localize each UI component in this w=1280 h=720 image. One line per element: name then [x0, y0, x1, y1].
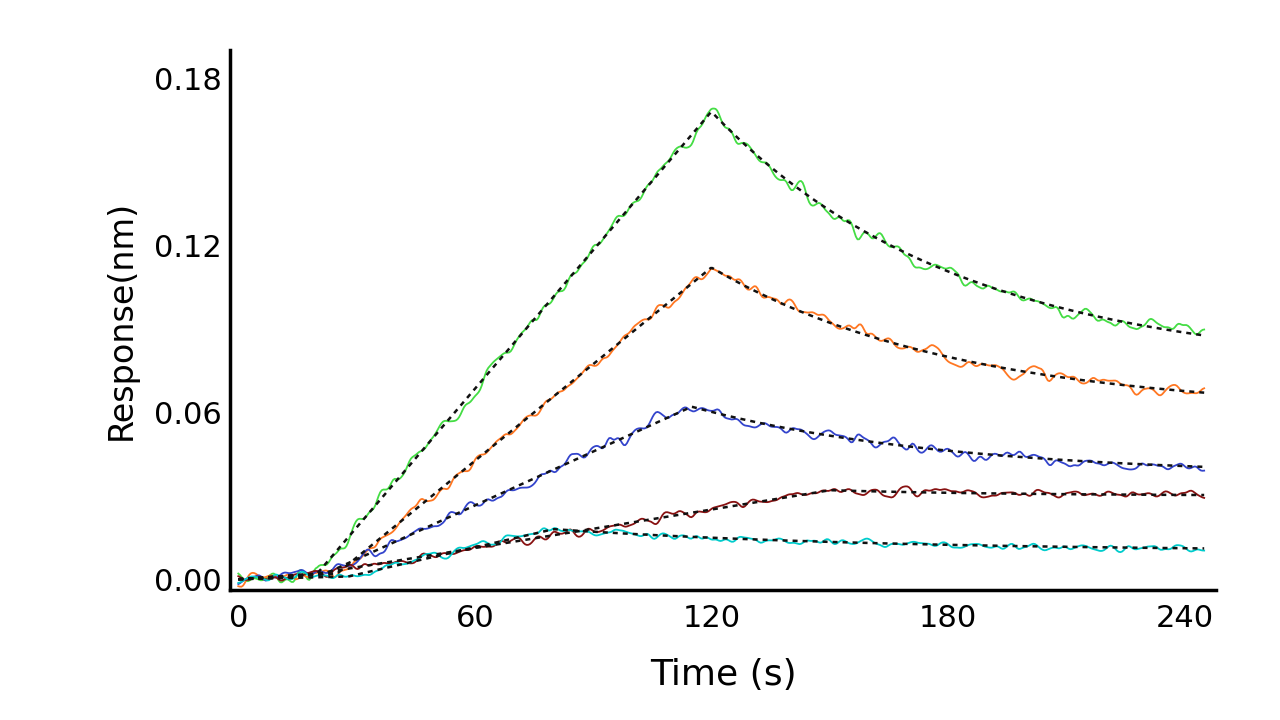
Y-axis label: Response(nm): Response(nm) — [105, 200, 137, 441]
X-axis label: Time (s): Time (s) — [650, 658, 796, 693]
